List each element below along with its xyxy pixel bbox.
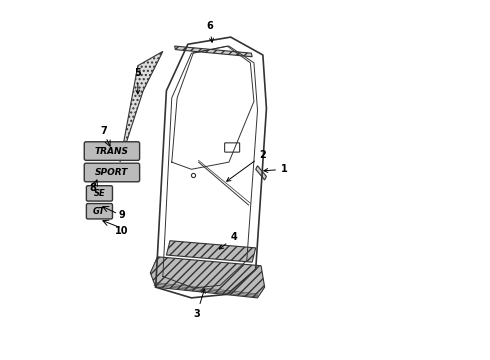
Polygon shape (174, 46, 252, 57)
Text: 2: 2 (227, 150, 266, 181)
FancyBboxPatch shape (86, 186, 113, 201)
Text: 5: 5 (134, 68, 141, 94)
Text: 3: 3 (194, 289, 205, 319)
Polygon shape (150, 257, 265, 298)
Text: 4: 4 (220, 232, 238, 249)
FancyBboxPatch shape (84, 163, 140, 182)
Text: SPORT: SPORT (95, 168, 128, 177)
Text: 7: 7 (100, 126, 107, 136)
FancyBboxPatch shape (84, 142, 140, 160)
Text: 10: 10 (115, 226, 128, 235)
Polygon shape (167, 241, 256, 262)
Text: 1: 1 (264, 164, 288, 174)
Polygon shape (120, 51, 163, 162)
Text: GT: GT (93, 207, 106, 216)
Polygon shape (256, 166, 267, 180)
FancyBboxPatch shape (224, 143, 240, 152)
Text: SE: SE (94, 189, 105, 198)
FancyBboxPatch shape (86, 203, 113, 219)
Text: TRANS: TRANS (95, 147, 129, 156)
Text: 8: 8 (90, 183, 97, 193)
Text: 6: 6 (206, 21, 213, 42)
Text: 9: 9 (119, 210, 125, 220)
